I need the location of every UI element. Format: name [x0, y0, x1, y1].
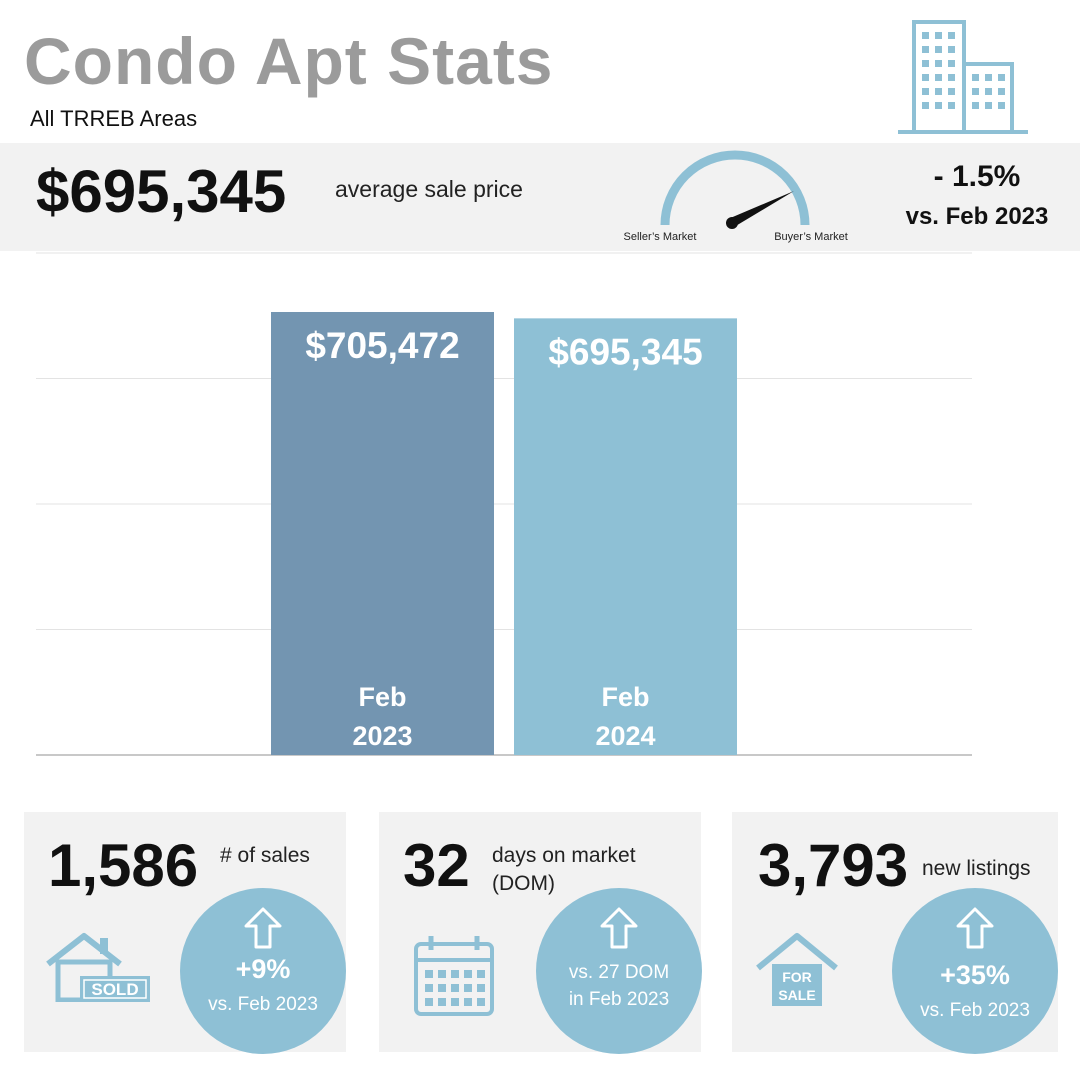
dom-comparison-line-2: in Feb 2023 [568, 988, 670, 1010]
dom-change-badge: vs. 27 DOM in Feb 2023 [536, 888, 702, 1054]
chart-labels: $705,472 Feb 2023 $695,345 Feb 2024 [305, 325, 702, 751]
up-arrow-icon [600, 907, 638, 949]
listings-label: new listings [922, 857, 1031, 880]
dom-label: days on market (DOM) [492, 842, 636, 899]
bar-1 [514, 318, 737, 755]
chart-bars [271, 312, 737, 755]
price-change-percent: - 1.5% [933, 160, 1021, 193]
page-subtitle: All TRREB Areas [30, 106, 198, 131]
calendar-icon [414, 936, 494, 1016]
building-icon [898, 20, 1028, 134]
gauge-right-label: Buyer’s Market [774, 231, 848, 243]
bar-value-label-1: $695,345 [548, 331, 702, 372]
sales-count: 1,586 [48, 832, 199, 899]
gauge-left-label: Seller’s Market [624, 231, 697, 243]
listings-change-comparison: vs. Feb 2023 [920, 1000, 1030, 1021]
price-change-comparison: vs. Feb 2023 [905, 203, 1049, 230]
average-price-label: average sale price [335, 176, 523, 202]
sold-sign-text: SOLD [91, 980, 138, 999]
dom-card: 32 days on market (DOM) vs. 27 DOM in Fe… [379, 812, 702, 1054]
sales-label: # of sales [220, 844, 310, 867]
average-price-value: $695,345 [36, 158, 287, 225]
for-sale-house-icon: FOR SALE [756, 933, 838, 1006]
up-arrow-icon [244, 907, 282, 949]
listings-change-badge: +35% vs. Feb 2023 [892, 888, 1058, 1054]
listings-count: 3,793 [758, 832, 909, 899]
page-title: Condo Apt Stats [24, 24, 554, 98]
bar-category-label-0-1: 2023 [352, 721, 412, 751]
listings-card: 3,793 new listings FOR SALE +35% vs. Feb… [732, 812, 1058, 1054]
bar-category-label-0-0: Feb [358, 682, 406, 712]
up-arrow-icon [956, 907, 994, 949]
sales-change-badge: +9% vs. Feb 2023 [180, 888, 346, 1054]
bar-category-label-1-0: Feb [601, 682, 649, 712]
dom-label-line-2: (DOM) [492, 872, 555, 896]
sales-card: 1,586 # of sales SOLD +9% vs. Feb 2023 [24, 812, 346, 1054]
bar-category-label-1-1: 2024 [595, 721, 655, 751]
sold-house-icon: SOLD [46, 933, 150, 1002]
price-comparison-chart: $705,472 Feb 2023 $695,345 Feb 2024 [36, 252, 972, 756]
dom-value: 32 [403, 832, 470, 899]
dom-comparison: vs. 27 DOM in Feb 2023 [536, 960, 702, 1013]
sales-change-comparison: vs. Feb 2023 [208, 994, 318, 1015]
summary-band [0, 143, 1080, 251]
for-sale-text-1: FOR [782, 969, 812, 985]
for-sale-text-2: SALE [778, 987, 815, 1003]
dom-label-line-1: days on market [492, 844, 636, 867]
bar-0 [271, 312, 494, 755]
dom-comparison-line-1: vs. 27 DOM [568, 962, 670, 983]
market-gauge-icon: Seller’s Market Buyer’s Market [624, 150, 848, 243]
sales-change-percent: +9% [235, 954, 291, 984]
chart-gridlines [36, 252, 972, 756]
listings-change-percent: +35% [940, 960, 1010, 990]
bar-value-label-0: $705,472 [305, 325, 459, 366]
